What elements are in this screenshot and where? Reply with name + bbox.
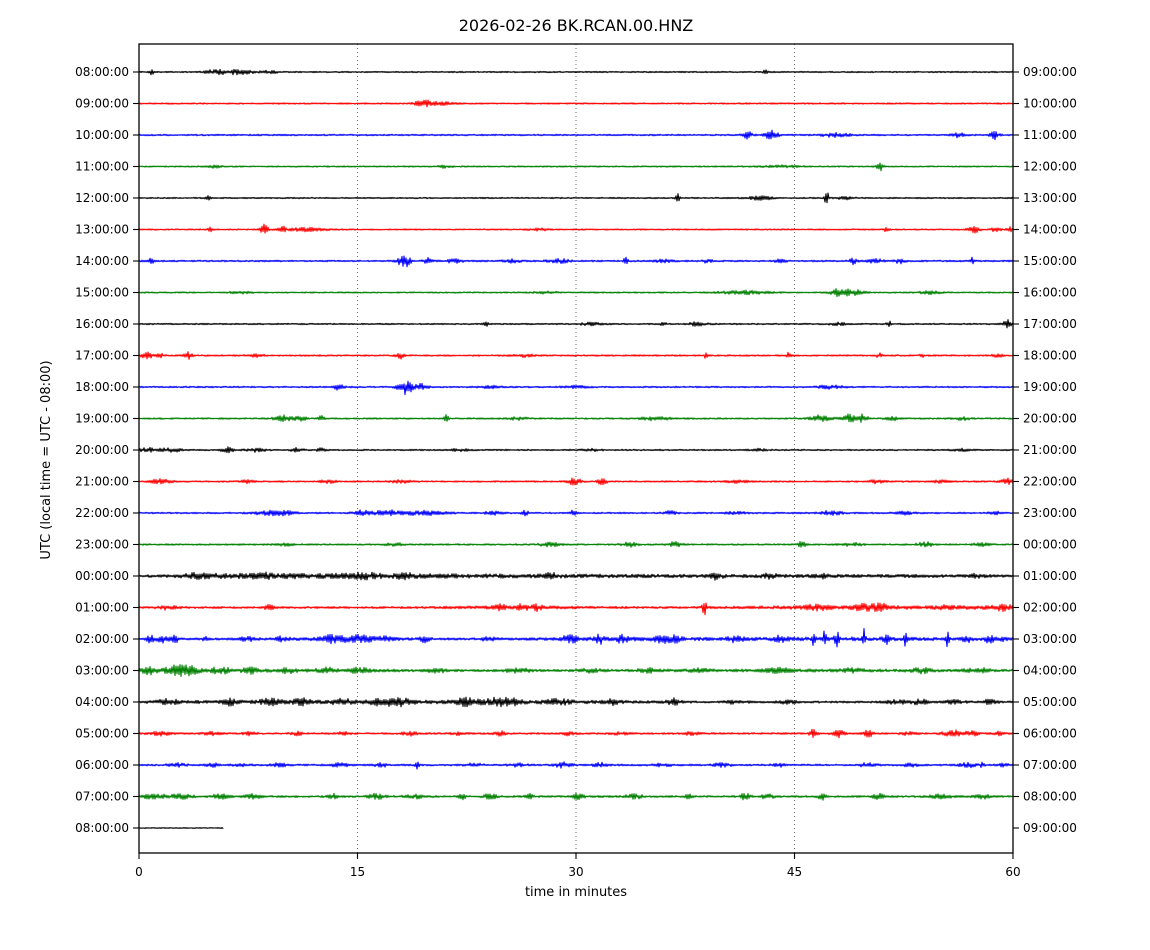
y-tick-label-end-04:00:00: 04:00:00 — [1023, 664, 1077, 678]
y-tick-label-utc-09:00:00: 09:00:00 — [75, 97, 129, 111]
x-tick-label-60: 60 — [1005, 865, 1020, 879]
y-tick-label-end-03:00:00: 03:00:00 — [1023, 632, 1077, 646]
trace-0800-utc — [138, 827, 224, 829]
y-tick-label-utc-19:00:00: 19:00:00 — [75, 412, 129, 426]
x-axis-ticks: 0 15 30 45 60 — [135, 853, 1021, 879]
trace-0900-utc — [138, 99, 1014, 108]
y-tick-label-end-01:00:00: 01:00:00 — [1023, 569, 1077, 583]
trace-0300-utc — [138, 664, 1014, 677]
trace-1600-utc — [138, 319, 1014, 329]
y-tick-label-end-22:00:00: 22:00:00 — [1023, 475, 1077, 489]
y-tick-label-utc-04:00:00: 04:00:00 — [75, 695, 129, 709]
plot-title: 2026-02-26 BK.RCAN.00.HNZ — [459, 16, 694, 35]
trace-0700-utc — [138, 792, 1014, 801]
y-tick-label-end-10:00:00: 10:00:00 — [1023, 97, 1077, 111]
trace-1400-utc — [138, 255, 1014, 268]
y-tick-label-utc-17:00:00: 17:00:00 — [75, 349, 129, 363]
y-tick-label-utc-06:00:00: 06:00:00 — [75, 758, 129, 772]
y-tick-label-utc-22:00:00: 22:00:00 — [75, 506, 129, 520]
y-tick-label-end-06:00:00: 06:00:00 — [1023, 727, 1077, 741]
trace-1800-utc — [138, 380, 1014, 396]
y-tick-label-utc-15:00:00: 15:00:00 — [75, 286, 129, 300]
plot-border — [138, 43, 1014, 854]
trace-1900-utc — [138, 413, 1014, 423]
trace-0500-utc — [138, 728, 1014, 739]
y-tick-label-utc-13:00:00: 13:00:00 — [75, 223, 129, 237]
y-axis-ticks-right: 09:00:00 10:00:00 11:00:00 12:00:00 13:00:00… — [1013, 65, 1077, 835]
waveform-traces — [138, 68, 1014, 829]
y-tick-label-utc-00:00:00: 00:00:00 — [75, 569, 129, 583]
y-tick-label-end-16:00:00: 16:00:00 — [1023, 286, 1077, 300]
y-tick-label-utc-14:00:00: 14:00:00 — [75, 254, 129, 268]
trace-2200-utc — [138, 509, 1014, 517]
trace-2300-utc — [138, 541, 1014, 548]
y-tick-label-utc-16:00:00: 16:00:00 — [75, 317, 129, 331]
x-tick-label-45: 45 — [787, 865, 802, 879]
y-tick-label-end-08:00:00: 08:00:00 — [1023, 790, 1077, 804]
y-tick-label-end-02:00:00: 02:00:00 — [1023, 601, 1077, 615]
y-tick-label-utc-05:00:00: 05:00:00 — [75, 727, 129, 741]
y-tick-label-utc-12:00:00: 12:00:00 — [75, 191, 129, 205]
x-tick-label-0: 0 — [135, 865, 143, 879]
y-tick-label-end-11:00:00: 11:00:00 — [1023, 128, 1077, 142]
x-axis-label: time in minutes — [525, 885, 627, 900]
trace-2100-utc — [138, 477, 1014, 486]
y-tick-label-utc-10:00:00: 10:00:00 — [75, 128, 129, 142]
trace-0000-utc — [138, 571, 1014, 581]
y-tick-label-utc-02:00:00: 02:00:00 — [75, 632, 129, 646]
y-axis-ticks-left: 08:00:00 09:00:00 10:00:00 11:00:00 12:00:00… — [75, 65, 139, 835]
y-tick-label-utc-08:00:00: 08:00:00 — [75, 821, 129, 835]
y-tick-label-utc-01:00:00: 01:00:00 — [75, 601, 129, 615]
y-tick-label-end-05:00:00: 05:00:00 — [1023, 695, 1077, 709]
y-tick-label-end-20:00:00: 20:00:00 — [1023, 412, 1077, 426]
trace-1100-utc — [138, 162, 1014, 172]
y-tick-label-utc-07:00:00: 07:00:00 — [75, 790, 129, 804]
y-tick-label-utc-11:00:00: 11:00:00 — [75, 160, 129, 174]
trace-0200-utc — [138, 628, 1014, 648]
y-tick-label-end-18:00:00: 18:00:00 — [1023, 349, 1077, 363]
y-tick-label-end-21:00:00: 21:00:00 — [1023, 443, 1077, 457]
trace-0100-utc — [138, 602, 1014, 616]
y-tick-label-end-19:00:00: 19:00:00 — [1023, 380, 1077, 394]
x-tick-label-30: 30 — [568, 865, 583, 879]
y-tick-label-end-07:00:00: 07:00:00 — [1023, 758, 1077, 772]
y-tick-label-end-09:00:00: 09:00:00 — [1023, 65, 1077, 79]
y-tick-label-end-00:00:00: 00:00:00 — [1023, 538, 1077, 552]
y-tick-label-end-09:00:00: 09:00:00 — [1023, 821, 1077, 835]
y-axis-label: UTC (local time = UTC - 08:00) — [39, 360, 54, 559]
y-tick-label-utc-03:00:00: 03:00:00 — [75, 664, 129, 678]
y-tick-label-end-17:00:00: 17:00:00 — [1023, 317, 1077, 331]
gridlines — [357, 44, 795, 853]
y-tick-label-end-15:00:00: 15:00:00 — [1023, 254, 1077, 268]
trace-1700-utc — [138, 351, 1014, 360]
y-tick-label-utc-18:00:00: 18:00:00 — [75, 380, 129, 394]
y-tick-label-end-13:00:00: 13:00:00 — [1023, 191, 1077, 205]
y-tick-label-end-12:00:00: 12:00:00 — [1023, 160, 1077, 174]
trace-1000-utc — [138, 129, 1014, 141]
y-tick-label-utc-08:00:00: 08:00:00 — [75, 65, 129, 79]
trace-0800-utc — [138, 68, 1014, 76]
y-tick-label-end-23:00:00: 23:00:00 — [1023, 506, 1077, 520]
y-tick-label-utc-21:00:00: 21:00:00 — [75, 475, 129, 489]
trace-0600-utc — [138, 761, 1014, 770]
y-tick-label-utc-23:00:00: 23:00:00 — [75, 538, 129, 552]
trace-1300-utc — [138, 223, 1014, 234]
x-tick-label-15: 15 — [350, 865, 365, 879]
y-tick-label-end-14:00:00: 14:00:00 — [1023, 223, 1077, 237]
trace-2000-utc — [138, 446, 1014, 454]
trace-0400-utc — [138, 696, 1014, 708]
trace-1500-utc — [138, 288, 1014, 298]
trace-1200-utc — [138, 192, 1014, 204]
y-tick-label-utc-20:00:00: 20:00:00 — [75, 443, 129, 457]
